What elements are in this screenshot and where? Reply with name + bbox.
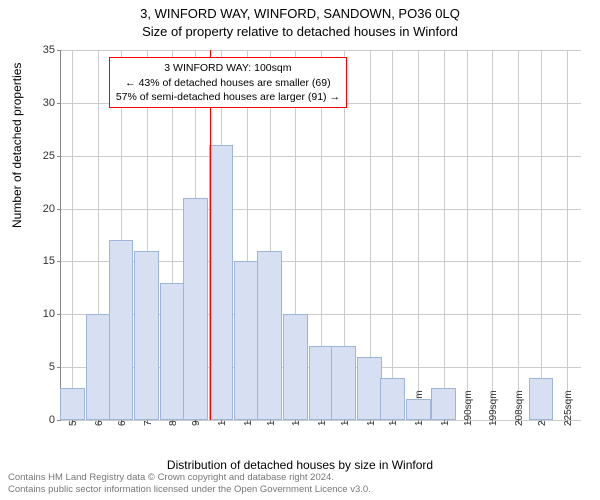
gridline-v <box>444 50 445 420</box>
ytick-mark <box>57 50 61 51</box>
ytick-label: 30 <box>43 97 55 109</box>
chart-title-address: 3, WINFORD WAY, WINFORD, SANDOWN, PO36 0… <box>0 6 600 21</box>
ytick-label: 35 <box>43 44 55 56</box>
ytick-label: 10 <box>43 308 55 320</box>
histogram-bar <box>431 388 456 420</box>
histogram-bar <box>380 378 405 420</box>
xtick-label: 208sqm <box>514 390 525 426</box>
ytick-mark <box>57 156 61 157</box>
ytick-mark <box>57 314 61 315</box>
histogram-bar <box>86 314 111 420</box>
annotation-line: 3 WINFORD WAY: 100sqm <box>116 61 340 75</box>
gridline-v <box>492 50 493 420</box>
xtick-label: 225sqm <box>563 390 574 426</box>
histogram-bar <box>331 346 356 420</box>
histogram-bar <box>160 283 185 420</box>
ytick-mark <box>57 103 61 104</box>
credit-line1: Contains HM Land Registry data © Crown c… <box>8 472 334 483</box>
annotation-box: 3 WINFORD WAY: 100sqm← 43% of detached h… <box>109 57 347 108</box>
histogram-bar <box>257 251 282 420</box>
credit-line2: Contains public sector information licen… <box>8 484 371 495</box>
gridline-v <box>518 50 519 420</box>
histogram-bar <box>283 314 308 420</box>
histogram-bar <box>309 346 334 420</box>
annotation-line: ← 43% of detached houses are smaller (69… <box>116 76 340 90</box>
ytick-label: 0 <box>49 414 55 426</box>
gridline-v <box>467 50 468 420</box>
histogram-bar <box>183 198 208 420</box>
credit-text: Contains HM Land Registry data © Crown c… <box>8 472 371 496</box>
histogram-bar <box>406 399 431 420</box>
gridline-v <box>567 50 568 420</box>
gridline-v <box>541 50 542 420</box>
ytick-label: 20 <box>43 203 55 215</box>
ytick-label: 5 <box>49 361 55 373</box>
y-axis-label: Number of detached properties <box>10 63 24 228</box>
histogram-bar <box>209 145 234 420</box>
gridline-v <box>392 50 393 420</box>
chart-plot-area: 0510152025303552sqm61sqm69sqm78sqm87sqm9… <box>60 50 581 421</box>
ytick-mark <box>57 261 61 262</box>
histogram-bar <box>234 261 259 420</box>
gridline-v <box>418 50 419 420</box>
ytick-label: 15 <box>43 255 55 267</box>
xtick-label: 190sqm <box>463 390 474 426</box>
chart-title-desc: Size of property relative to detached ho… <box>0 24 600 39</box>
ytick-mark <box>57 209 61 210</box>
histogram-bar <box>60 388 85 420</box>
ytick-label: 25 <box>43 150 55 162</box>
histogram-bar <box>529 378 554 420</box>
ytick-mark <box>57 367 61 368</box>
x-axis-label: Distribution of detached houses by size … <box>0 458 600 472</box>
xtick-label: 199sqm <box>488 390 499 426</box>
histogram-bar <box>134 251 159 420</box>
annotation-line: 57% of semi-detached houses are larger (… <box>116 90 340 104</box>
histogram-bar <box>357 357 382 420</box>
gridline-v <box>72 50 73 420</box>
histogram-bar <box>109 240 134 420</box>
ytick-mark <box>57 420 61 421</box>
